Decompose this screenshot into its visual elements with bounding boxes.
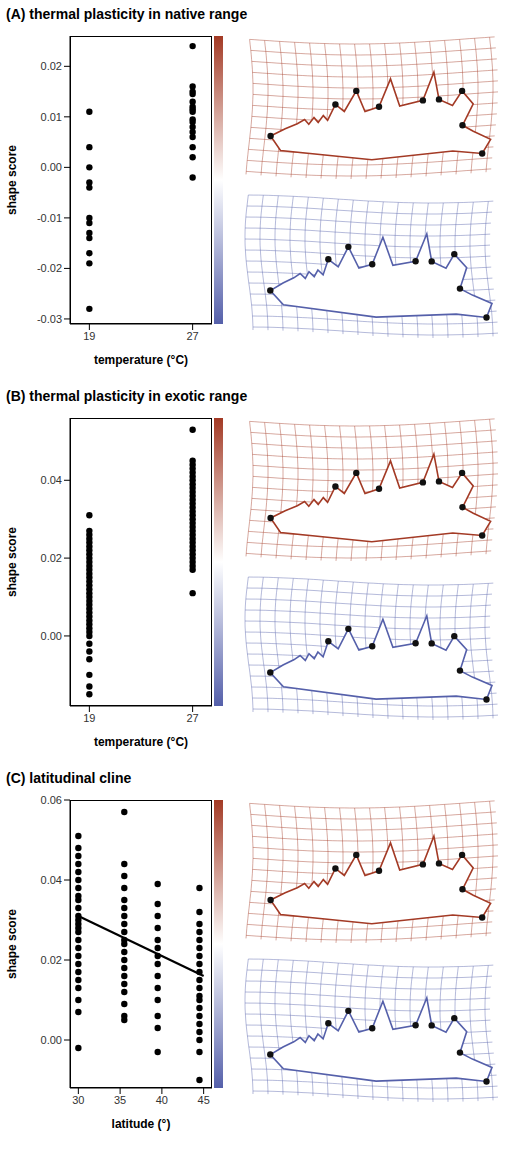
svg-text:35: 35	[114, 1094, 126, 1106]
svg-text:0.00: 0.00	[41, 630, 62, 642]
html-text:(B) thermal plasticity in exot: (B) thermal plasticity in exotic range	[6, 388, 248, 404]
svg-text:shape score: shape score	[5, 527, 19, 597]
svg-text:0.02: 0.02	[41, 954, 62, 966]
svg-text:-0.02: -0.02	[37, 262, 62, 274]
svg-text:0.00: 0.00	[41, 1034, 62, 1046]
svg-text:27: 27	[187, 712, 199, 724]
svg-text:temperature (°C): temperature (°C)	[94, 353, 188, 367]
svg-text:-0.01: -0.01	[37, 212, 62, 224]
svg-text:45: 45	[198, 1094, 210, 1106]
svg-text:0.04: 0.04	[41, 474, 62, 486]
svg-text:19: 19	[83, 712, 95, 724]
svg-text:0.01: 0.01	[41, 111, 62, 123]
svg-text:0.00: 0.00	[41, 161, 62, 173]
svg-text:0.06: 0.06	[41, 794, 62, 806]
svg-text:temperature (°C): temperature (°C)	[94, 735, 188, 749]
svg-text:-0.03: -0.03	[37, 313, 62, 325]
svg-text:0.02: 0.02	[41, 552, 62, 564]
svg-text:0.02: 0.02	[41, 60, 62, 72]
svg-text:0.04: 0.04	[41, 874, 62, 886]
html-text:(C) latitudinal cline: (C) latitudinal cline	[6, 770, 132, 786]
svg-text:19: 19	[83, 330, 95, 342]
svg-text:shape score: shape score	[5, 909, 19, 979]
svg-text:latitude (°): latitude (°)	[112, 1117, 171, 1131]
svg-text:27: 27	[187, 330, 199, 342]
html-text:(A) thermal plasticity in nati: (A) thermal plasticity in native range	[6, 6, 248, 22]
svg-text:30: 30	[72, 1094, 84, 1106]
svg-text:shape score: shape score	[5, 145, 19, 215]
svg-text:40: 40	[156, 1094, 168, 1106]
